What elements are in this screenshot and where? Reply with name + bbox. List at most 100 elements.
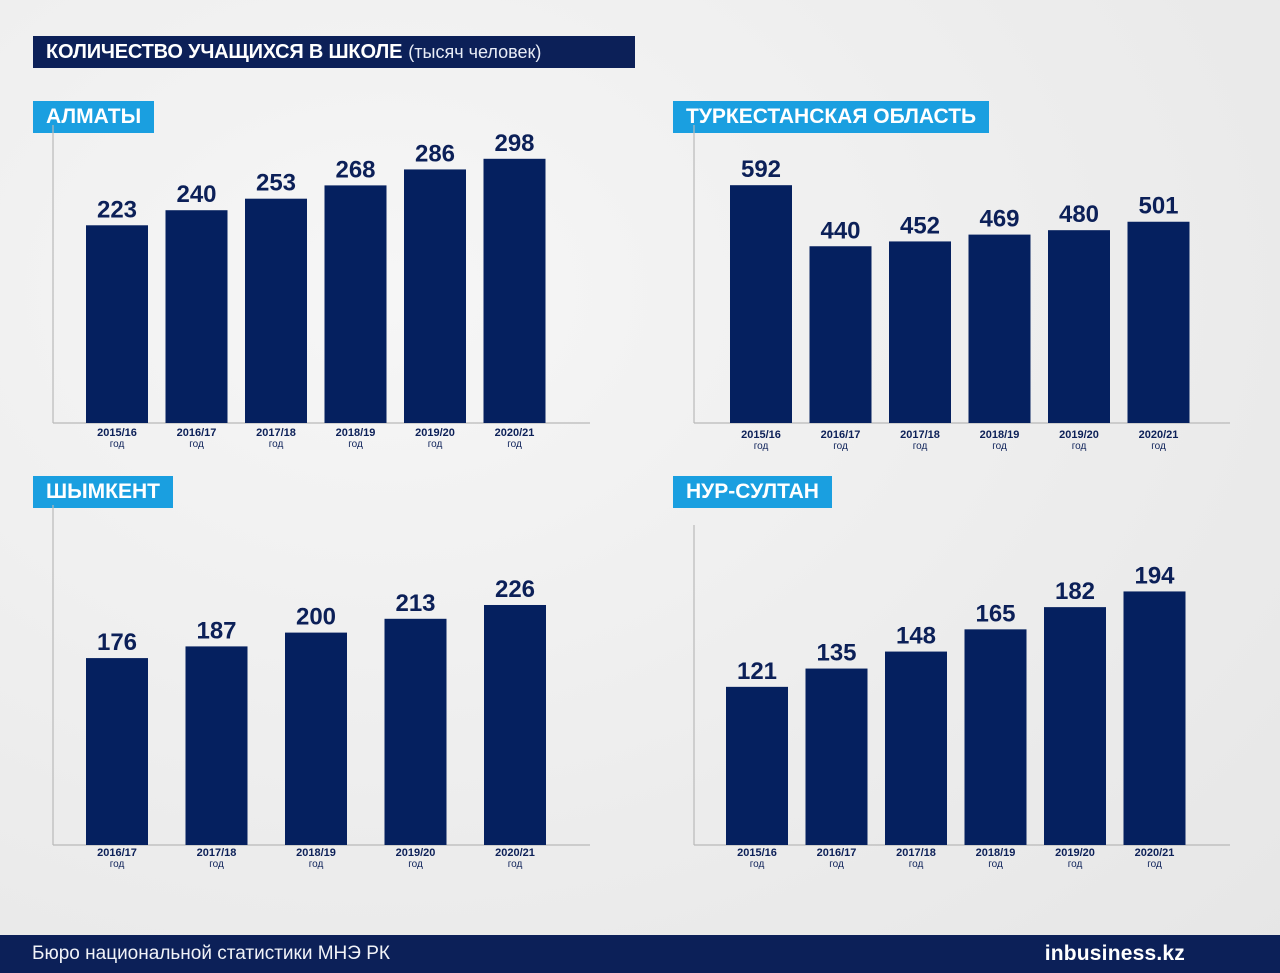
- data-label: 187: [196, 617, 236, 644]
- data-label: 194: [1134, 562, 1175, 589]
- tick-label: 2017/18: [900, 429, 940, 441]
- data-label: 176: [97, 629, 137, 656]
- tick-label: 2015/16: [741, 429, 781, 441]
- tick-unit-label: год: [209, 859, 224, 870]
- tick-label: 2020/21: [495, 427, 535, 439]
- panel-label-shymkent: ШЫМКЕНТ: [33, 476, 173, 508]
- tick-unit-label: год: [754, 441, 769, 452]
- data-label: 226: [495, 576, 535, 603]
- tick-unit-label: год: [1068, 859, 1083, 870]
- data-label: 148: [896, 623, 936, 650]
- tick-label: 2019/20: [1059, 429, 1099, 441]
- tick-unit-label: год: [428, 439, 443, 450]
- data-label: 253: [256, 170, 296, 197]
- data-label: 165: [975, 600, 1015, 627]
- title-unit: (тысяч человек): [408, 41, 542, 62]
- data-label: 298: [494, 130, 534, 157]
- panel-label-turkestan: ТУРКЕСТАНСКАЯ ОБЛАСТЬ: [673, 101, 990, 133]
- tick-unit-label: год: [1072, 441, 1087, 452]
- panel-label-nur-sultan: НУР-СУЛТАН: [673, 476, 832, 508]
- bar: [483, 158, 546, 423]
- tick-unit-label: год: [988, 859, 1003, 870]
- chart-panel-2: 1762016/17год1872017/18год2002018/19год2…: [52, 505, 590, 870]
- charts-canvas: 2232015/16год2402016/17год2532017/18год2…: [52, 125, 1230, 870]
- data-label: 240: [176, 181, 216, 208]
- bar: [730, 185, 792, 423]
- page-title: КОЛИЧЕСТВО УЧАЩИХСЯ В ШКОЛЕ (тысяч челов…: [33, 36, 635, 68]
- data-label: 121: [737, 658, 777, 685]
- tick-unit-label: год: [110, 439, 125, 450]
- logo-prefix: in: [1044, 942, 1064, 965]
- bar: [285, 632, 347, 845]
- chart-panel-3: 1212015/16год1352016/17год1482017/18год1…: [693, 525, 1230, 870]
- chart-panel-1: 5922015/16год4402016/17год4522017/18год4…: [693, 125, 1230, 452]
- tick-label: 2015/16: [97, 427, 137, 439]
- tick-label: 2020/21: [1139, 429, 1179, 441]
- tick-label: 2018/19: [336, 427, 376, 439]
- tick-label: 2018/19: [296, 847, 336, 859]
- bar: [889, 241, 951, 423]
- tick-unit-label: год: [269, 439, 284, 450]
- bar: [968, 234, 1031, 423]
- tick-label: 2017/18: [197, 847, 237, 859]
- tick-label: 2018/19: [980, 429, 1020, 441]
- tick-unit-label: год: [507, 439, 522, 450]
- tick-label: 2015/16: [737, 847, 777, 859]
- tick-unit-label: год: [992, 441, 1007, 452]
- footer-source: Бюро национальной статистики МНЭ РК: [32, 943, 390, 964]
- tick-label: 2016/17: [177, 427, 217, 439]
- chart-panel-0: 2232015/16год2402016/17год2532017/18год2…: [52, 125, 590, 450]
- bar: [1123, 591, 1186, 845]
- tick-unit-label: год: [750, 859, 765, 870]
- data-label: 286: [415, 140, 455, 167]
- data-label: 452: [900, 212, 940, 239]
- tick-unit-label: год: [189, 439, 204, 450]
- tick-label: 2016/17: [97, 847, 137, 859]
- data-label: 501: [1138, 193, 1178, 220]
- tick-unit-label: год: [408, 859, 423, 870]
- data-label: 182: [1055, 578, 1095, 605]
- tick-label: 2019/20: [415, 427, 455, 439]
- tick-label: 2016/17: [817, 847, 857, 859]
- bar: [404, 169, 466, 423]
- bar: [324, 185, 387, 423]
- bar: [86, 225, 148, 423]
- data-label: 268: [335, 156, 375, 183]
- tick-label: 2017/18: [896, 847, 936, 859]
- tick-unit-label: год: [1151, 441, 1166, 452]
- footer: Бюро национальной статистики МНЭ РК inbu…: [0, 935, 1280, 973]
- tick-unit-label: год: [508, 859, 523, 870]
- bar: [165, 210, 228, 423]
- data-label: 135: [816, 640, 856, 667]
- data-label: 480: [1059, 201, 1099, 228]
- tick-label: 2016/17: [821, 429, 861, 441]
- bar: [1044, 607, 1106, 845]
- bar: [1048, 230, 1110, 423]
- tick-unit-label: год: [309, 859, 324, 870]
- data-label: 440: [820, 217, 860, 244]
- tick-unit-label: год: [909, 859, 924, 870]
- bar: [964, 629, 1027, 845]
- tick-unit-label: год: [913, 441, 928, 452]
- bar: [805, 668, 868, 845]
- data-label: 223: [97, 196, 137, 223]
- bar: [1127, 221, 1190, 423]
- tick-unit-label: год: [829, 859, 844, 870]
- title-main: КОЛИЧЕСТВО УЧАЩИХСЯ В ШКОЛЕ: [46, 40, 403, 63]
- bar: [185, 646, 248, 845]
- data-label: 200: [296, 604, 336, 631]
- tick-unit-label: год: [833, 441, 848, 452]
- tick-unit-label: год: [110, 859, 125, 870]
- tick-label: 2019/20: [1055, 847, 1095, 859]
- tick-label: 2017/18: [256, 427, 296, 439]
- data-label: 592: [741, 156, 781, 183]
- panel-label-almaty: АЛМАТЫ: [33, 101, 155, 133]
- tick-unit-label: год: [1147, 859, 1162, 870]
- tick-label: 2019/20: [396, 847, 436, 859]
- bar: [384, 618, 447, 845]
- brand-logo: inbusiness.kz: [1045, 942, 1185, 966]
- tick-label: 2020/21: [1135, 847, 1175, 859]
- bar: [86, 658, 148, 845]
- bar: [484, 604, 546, 845]
- bar: [245, 198, 307, 423]
